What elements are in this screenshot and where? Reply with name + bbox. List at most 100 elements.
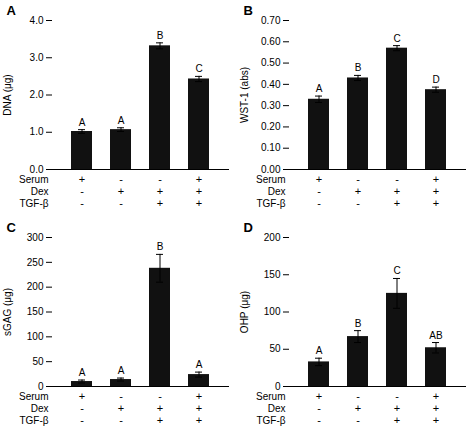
svg-text:50: 50 <box>269 343 281 354</box>
svg-text:Serum: Serum <box>256 174 285 185</box>
svg-text:C: C <box>7 220 17 235</box>
svg-text:+: + <box>157 402 163 414</box>
svg-text:DNA (μg): DNA (μg) <box>2 74 13 115</box>
svg-text:-: - <box>80 197 84 209</box>
svg-text:A: A <box>118 365 125 376</box>
svg-text:TGF-β: TGF-β <box>256 415 285 426</box>
svg-text:A: A <box>7 3 17 18</box>
svg-text:0.40: 0.40 <box>261 79 281 90</box>
svg-text:Dex: Dex <box>268 403 286 414</box>
svg-text:-: - <box>158 173 162 185</box>
svg-text:+: + <box>316 390 322 402</box>
svg-text:D: D <box>244 220 253 235</box>
svg-text:+: + <box>433 402 439 414</box>
svg-text:+: + <box>433 197 439 209</box>
svg-text:+: + <box>196 197 202 209</box>
svg-text:Serum: Serum <box>19 174 48 185</box>
svg-text:OHP (μg): OHP (μg) <box>239 291 250 333</box>
svg-text:TGF-β: TGF-β <box>19 415 48 426</box>
svg-text:50: 50 <box>32 356 44 367</box>
svg-text:-: - <box>395 173 399 185</box>
svg-text:300: 300 <box>27 232 44 243</box>
svg-text:B: B <box>355 318 362 329</box>
svg-text:+: + <box>118 185 124 197</box>
svg-text:-: - <box>317 185 321 197</box>
svg-text:B: B <box>244 3 253 18</box>
svg-text:A: A <box>196 359 203 370</box>
svg-text:-: - <box>356 173 360 185</box>
svg-text:-: - <box>119 414 123 426</box>
svg-text:+: + <box>433 173 439 185</box>
svg-text:0.30: 0.30 <box>261 100 281 111</box>
svg-text:+: + <box>157 185 163 197</box>
svg-text:+: + <box>196 173 202 185</box>
svg-text:A: A <box>79 367 86 378</box>
svg-text:150: 150 <box>27 306 44 317</box>
svg-text:4.0: 4.0 <box>30 15 44 26</box>
svg-text:-: - <box>80 414 84 426</box>
svg-text:+: + <box>196 185 202 197</box>
svg-text:D: D <box>432 74 439 85</box>
svg-text:+: + <box>355 185 361 197</box>
svg-text:A: A <box>79 117 86 128</box>
svg-text:200: 200 <box>27 281 44 292</box>
svg-text:-: - <box>356 390 360 402</box>
svg-text:+: + <box>316 173 322 185</box>
svg-text:150: 150 <box>264 269 281 280</box>
svg-text:200: 200 <box>264 232 281 243</box>
svg-text:C: C <box>393 33 400 44</box>
svg-text:Dex: Dex <box>31 403 49 414</box>
svg-text:A: A <box>316 345 323 356</box>
svg-text:+: + <box>433 414 439 426</box>
svg-text:-: - <box>80 185 84 197</box>
svg-text:AB: AB <box>429 330 443 341</box>
svg-text:-: - <box>80 402 84 414</box>
svg-text:Dex: Dex <box>31 186 49 197</box>
svg-text:0.70: 0.70 <box>261 15 281 26</box>
svg-text:TGF-β: TGF-β <box>256 198 285 209</box>
svg-text:A: A <box>316 83 323 94</box>
svg-text:+: + <box>394 414 400 426</box>
svg-text:TGF-β: TGF-β <box>19 198 48 209</box>
svg-text:B: B <box>157 241 164 252</box>
svg-text:+: + <box>157 414 163 426</box>
svg-text:+: + <box>196 390 202 402</box>
svg-text:+: + <box>394 402 400 414</box>
svg-text:-: - <box>356 197 360 209</box>
svg-text:+: + <box>118 402 124 414</box>
svg-text:+: + <box>394 197 400 209</box>
svg-text:+: + <box>394 185 400 197</box>
svg-text:+: + <box>79 173 85 185</box>
svg-text:-: - <box>119 390 123 402</box>
svg-text:Serum: Serum <box>256 391 285 402</box>
svg-text:0.20: 0.20 <box>261 121 281 132</box>
svg-text:100: 100 <box>264 306 281 317</box>
svg-text:A: A <box>118 115 125 126</box>
svg-text:Serum: Serum <box>19 391 48 402</box>
svg-text:sGAG (μg): sGAG (μg) <box>2 288 13 336</box>
svg-text:-: - <box>395 390 399 402</box>
svg-text:+: + <box>196 402 202 414</box>
svg-text:0.60: 0.60 <box>261 36 281 47</box>
svg-text:-: - <box>317 414 321 426</box>
svg-text:-: - <box>317 402 321 414</box>
svg-text:Dex: Dex <box>268 186 286 197</box>
svg-text:250: 250 <box>27 257 44 268</box>
svg-text:100: 100 <box>27 331 44 342</box>
svg-text:3.0: 3.0 <box>30 52 44 63</box>
svg-text:B: B <box>355 62 362 73</box>
svg-text:+: + <box>79 390 85 402</box>
svg-text:2.0: 2.0 <box>30 89 44 100</box>
svg-text:+: + <box>157 197 163 209</box>
svg-text:-: - <box>158 390 162 402</box>
svg-text:+: + <box>433 185 439 197</box>
svg-text:+: + <box>355 402 361 414</box>
svg-text:+: + <box>433 390 439 402</box>
svg-text:-: - <box>317 197 321 209</box>
svg-text:0.50: 0.50 <box>261 57 281 68</box>
svg-text:+: + <box>196 414 202 426</box>
svg-text:WST-1 (abs): WST-1 (abs) <box>239 67 250 123</box>
svg-text:C: C <box>195 63 202 74</box>
svg-text:C: C <box>393 265 400 276</box>
svg-text:0.10: 0.10 <box>261 142 281 153</box>
